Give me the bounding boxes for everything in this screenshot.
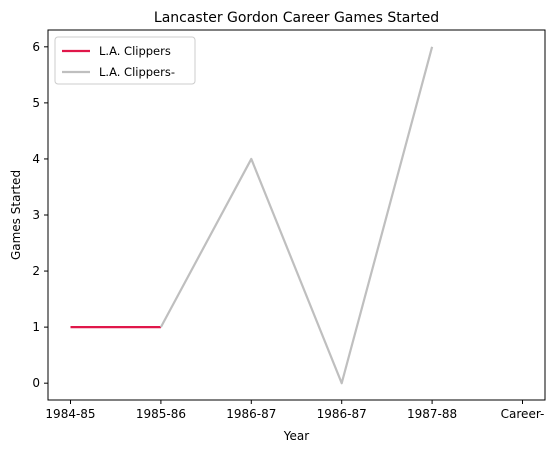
y-axis-label: Games Started bbox=[9, 170, 23, 260]
y-tick-label: 4 bbox=[32, 152, 40, 166]
plot-area bbox=[48, 30, 545, 400]
x-tick-label: 1987-88 bbox=[407, 407, 457, 421]
x-tick-label: 1986-87 bbox=[226, 407, 276, 421]
y-axis-ticks: 0 1 2 3 4 5 6 bbox=[32, 40, 48, 390]
legend-label-la-clippers-dash: L.A. Clippers- bbox=[99, 65, 175, 79]
y-tick-label: 6 bbox=[32, 40, 40, 54]
x-tick-label: 1985-86 bbox=[136, 407, 186, 421]
series-layer bbox=[70, 46, 434, 385]
y-tick-label: 0 bbox=[32, 376, 40, 390]
x-axis-ticks: 1984-85 1985-86 1986-87 1986-87 1987-88 Caree… bbox=[45, 400, 544, 421]
x-tick-label: 1984-85 bbox=[45, 407, 95, 421]
chart-title: Lancaster Gordon Career Games Started bbox=[154, 10, 439, 26]
legend-label-la-clippers: L.A. Clippers bbox=[99, 44, 171, 58]
y-tick-label: 5 bbox=[32, 96, 40, 110]
x-axis-label: Year bbox=[283, 429, 309, 443]
y-tick-label: 3 bbox=[32, 208, 40, 222]
series-line-la-clippers-dash bbox=[159, 46, 434, 385]
legend: L.A. Clippers L.A. Clippers- bbox=[54, 36, 196, 85]
x-tick-label: 1986-87 bbox=[317, 407, 367, 421]
x-tick-label: Career- bbox=[501, 407, 545, 421]
y-tick-label: 2 bbox=[32, 264, 40, 278]
y-tick-label: 1 bbox=[32, 320, 40, 334]
plot-frame bbox=[47, 29, 546, 401]
